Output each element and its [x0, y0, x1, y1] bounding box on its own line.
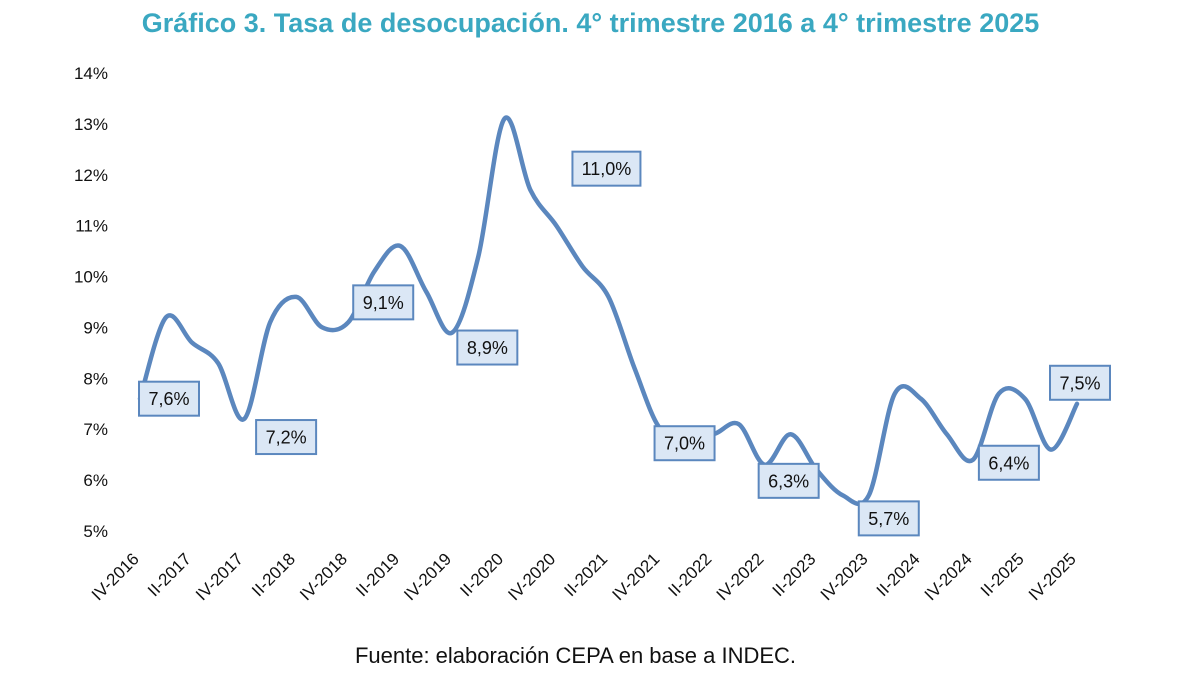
data-label: 9,1%	[352, 284, 415, 321]
data-label: 8,9%	[456, 329, 519, 366]
data-label-text: 8,9%	[467, 338, 508, 358]
y-axis-ticks: 5% 6% 7% 8% 9% 10% 11% 12% 13% 14%	[74, 64, 108, 541]
data-label-text: 9,1%	[363, 293, 404, 313]
y-tick-label: 12%	[74, 166, 108, 185]
y-tick-label: 14%	[74, 64, 108, 83]
x-tick-label: II-2023	[769, 549, 820, 600]
data-labels-group: 7,6% 7,2% 9,1% 8,9% 11,0% 7,0% 6,3% 5,7% 6,4% 7,5…	[138, 150, 1111, 537]
data-label-box	[857, 500, 920, 537]
data-label: 6,3%	[757, 462, 820, 499]
data-label-text: 6,4%	[988, 453, 1029, 473]
x-tick-label: IV-2019	[400, 549, 455, 604]
x-tick-label: II-2021	[560, 549, 611, 600]
data-label-box	[757, 462, 820, 499]
source-note: Fuente: elaboración CEPA en base a INDEC…	[354, 643, 797, 668]
y-tick-label: 6%	[83, 471, 108, 490]
x-tick-label: IV-2024	[921, 549, 976, 604]
series-group	[137, 115, 1080, 507]
data-label-text: 7,0%	[664, 434, 705, 454]
data-label-box	[456, 329, 519, 366]
x-tick-label: II-2020	[456, 549, 507, 600]
data-label-text: 7,2%	[266, 428, 307, 448]
x-tick-label: IV-2020	[504, 549, 559, 604]
data-label-text: 6,3%	[768, 471, 809, 491]
data-label: 7,6%	[138, 380, 200, 417]
y-tick-label: 8%	[83, 369, 108, 388]
data-label: 7,5%	[1049, 364, 1111, 401]
data-label-box	[138, 380, 200, 417]
data-label-box	[255, 419, 318, 456]
x-tick-label: II-2024	[873, 549, 924, 600]
data-label-text: 7,6%	[148, 389, 189, 409]
x-tick-label: IV-2025	[1025, 549, 1080, 604]
data-label: 5,7%	[857, 500, 920, 537]
data-label: 7,2%	[255, 419, 318, 456]
y-tick-label: 13%	[74, 115, 108, 134]
x-tick-label: IV-2016	[88, 549, 143, 604]
chart-title: Gráfico 3. Tasa de desocupación. 4° trim…	[141, 8, 1040, 38]
data-label: 6,4%	[977, 444, 1040, 481]
data-label: 11,0%	[571, 150, 642, 187]
data-label-box	[571, 150, 642, 187]
x-tick-label: IV-2022	[713, 549, 768, 604]
x-tick-label: IV-2023	[817, 549, 872, 604]
x-tick-label: II-2025	[977, 549, 1028, 600]
data-label-text: 11,0%	[582, 159, 632, 179]
x-tick-label: II-2022	[665, 549, 716, 600]
x-tick-label: IV-2017	[192, 549, 247, 604]
data-label-box	[1049, 364, 1111, 401]
y-tick-label: 5%	[83, 522, 108, 541]
x-tick-label: IV-2018	[296, 549, 351, 604]
data-label: 7,0%	[653, 425, 716, 462]
data-label-text: 7,5%	[1059, 373, 1100, 393]
x-tick-label: IV-2021	[609, 549, 664, 604]
x-tick-label: II-2018	[248, 549, 299, 600]
y-tick-label: 7%	[83, 420, 108, 439]
y-tick-label: 9%	[83, 318, 108, 337]
data-label-text: 5,7%	[868, 509, 909, 529]
y-tick-label: 11%	[75, 217, 108, 236]
x-tick-label: II-2019	[352, 549, 403, 600]
y-tick-label: 10%	[74, 268, 108, 287]
data-label-box	[977, 444, 1040, 481]
data-label-box	[352, 284, 415, 321]
x-tick-label: II-2017	[144, 549, 195, 600]
series-line-0	[137, 115, 1080, 507]
data-label-box	[653, 425, 716, 462]
